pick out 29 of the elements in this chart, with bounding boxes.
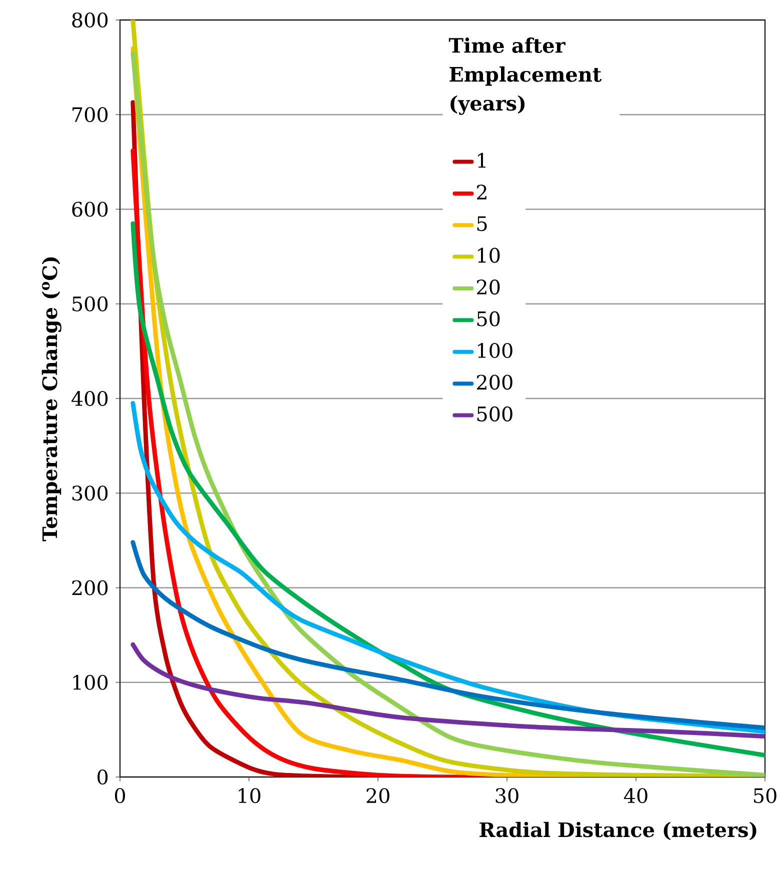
y-tick-label: 200 bbox=[72, 580, 108, 596]
y-tick-label: 400 bbox=[71, 390, 108, 406]
y-axis-title: Temperature Change ($^{o}$C) bbox=[42, 257, 62, 542]
y-tick-label: 300 bbox=[72, 486, 108, 501]
legend-title: Time after Emplacement (years) bbox=[448, 38, 602, 115]
legend-label: 2 bbox=[477, 184, 486, 200]
y-tick-label: 600 bbox=[72, 202, 108, 217]
y-tick-label: 800 bbox=[72, 12, 108, 28]
legend-label: 50 bbox=[477, 311, 500, 326]
legend-label: 500 bbox=[477, 406, 512, 422]
line-series bbox=[130, 540, 766, 730]
x-tick-label: 40 bbox=[624, 788, 648, 804]
y-tick-label: 500 bbox=[72, 296, 108, 312]
x-axis-title: Radial Distance (meters) bbox=[480, 822, 756, 840]
x-tick-label: 10 bbox=[238, 788, 260, 804]
legend-label: 20 bbox=[477, 280, 500, 295]
x-tick-label: 0 bbox=[114, 788, 126, 804]
y-tick-label: 100 bbox=[73, 674, 108, 690]
x-tick-label: 20 bbox=[366, 788, 390, 804]
legend-label: 10 bbox=[478, 248, 500, 263]
legend-label: 200 bbox=[477, 374, 512, 390]
x-tick-label: 50 bbox=[754, 788, 776, 804]
x-tick-label: 30 bbox=[496, 788, 518, 804]
legend-label: 5 bbox=[477, 216, 487, 232]
y-tick-label: 0 bbox=[98, 769, 108, 785]
legend-label: 100 bbox=[478, 342, 512, 358]
y-tick-label: 700 bbox=[72, 107, 108, 122]
line-series bbox=[130, 642, 766, 739]
legend-label: 1 bbox=[478, 152, 486, 168]
